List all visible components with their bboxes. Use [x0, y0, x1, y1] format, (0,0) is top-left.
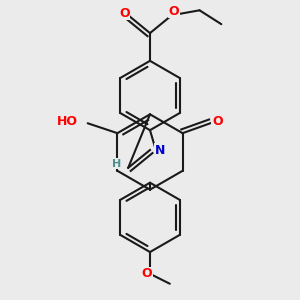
- Text: O: O: [212, 115, 223, 128]
- Text: O: O: [169, 5, 179, 18]
- Text: HO: HO: [57, 115, 78, 128]
- Text: N: N: [155, 143, 165, 157]
- Text: O: O: [119, 7, 130, 20]
- Text: O: O: [142, 267, 152, 280]
- Text: H: H: [112, 159, 121, 169]
